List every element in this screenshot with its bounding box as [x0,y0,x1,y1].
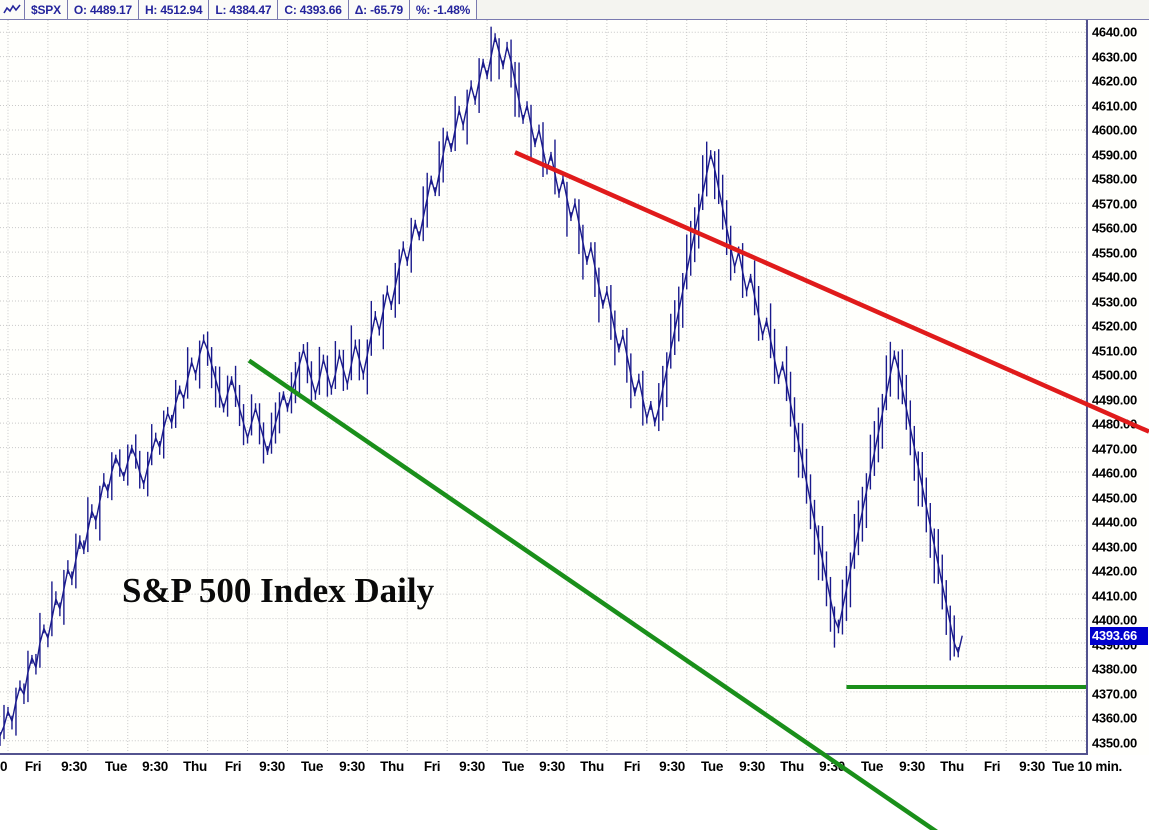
price-axis-label: 4620.00 [1092,73,1137,89]
time-axis-label: Tue [700,759,724,774]
chart-title-text: S&P 500 Index Daily [122,571,435,611]
price-axis-label: 4570.00 [1092,196,1137,212]
chart-line-icon [0,0,25,20]
time-axis-label: Tue [501,759,525,774]
price-axis-label: 4420.00 [1092,563,1137,579]
time-axis[interactable]: 0 Fri 9:30 Tue 9:30 Thu Fri 9:30 Tue 9:30 Thu Fri 9:… [0,757,1149,783]
time-axis-label: 9:30 [899,759,925,774]
open-value: O: 4489.17 [67,0,139,20]
price-axis-label: 4640.00 [1092,24,1137,40]
time-axis-label: 9:30 [142,759,168,774]
price-chart-plot[interactable]: S&P 500 Index Daily [0,20,1088,755]
price-axis-label: 4540.00 [1092,269,1137,285]
time-axis-label: 9:30 [259,759,285,774]
time-axis-label: Fri [224,759,242,774]
time-axis-label: 9:30 [539,759,565,774]
percent-change-value: %: -1.48% [409,0,478,20]
price-axis-label: 4440.00 [1092,514,1137,530]
time-axis-label: Fri [24,759,42,774]
price-axis-label: 4470.00 [1092,441,1137,457]
price-axis-label: 4490.00 [1092,392,1137,408]
time-axis-label: Tue [300,759,324,774]
price-axis-label: 4600.00 [1092,122,1137,138]
price-axis-label: 4360.00 [1092,710,1137,726]
price-axis-label: 4580.00 [1092,171,1137,187]
price-axis-label: 4610.00 [1092,98,1137,114]
time-axis-label: 9:30 [819,759,845,774]
price-axis-label: 4450.00 [1092,490,1137,506]
time-axis-label: Thu [780,759,804,774]
change-value: Δ: -65.79 [348,0,410,20]
time-axis-label: Thu [380,759,404,774]
price-axis-label: 4550.00 [1092,245,1137,261]
time-axis-label: Thu [580,759,604,774]
price-axis-label: 4410.00 [1092,588,1137,604]
close-value: C: 4393.66 [278,0,349,20]
price-axis[interactable]: 4640.00 4630.00 4620.00 4610.00 4600.00 4590.… [1090,20,1149,755]
quote-header-bar: $SPX O: 4489.17 H: 4512.94 L: 4384.47 C:… [0,0,1149,20]
time-axis-label: 9:30 [1019,759,1045,774]
price-axis-label: 4510.00 [1092,343,1137,359]
time-axis-label: Tue 10 min. [1052,759,1122,774]
time-axis-label: Tue [860,759,884,774]
price-axis-label: 4480.00 [1092,416,1137,432]
high-value: H: 4512.94 [138,0,210,20]
time-axis-label: Fri [983,759,1001,774]
quote-bar-filler [477,0,1149,20]
time-axis-label: Thu [940,759,964,774]
time-axis-label: Fri [423,759,441,774]
price-axis-label: 4630.00 [1092,49,1137,65]
price-axis-label: 4460.00 [1092,465,1137,481]
time-axis-label: Thu [183,759,207,774]
price-axis-label: 4560.00 [1092,220,1137,236]
price-axis-label: 4530.00 [1092,294,1137,310]
trendline-annotations[interactable] [0,20,1086,753]
time-axis-label: 9:30 [739,759,765,774]
price-axis-label: 4380.00 [1092,661,1137,677]
time-axis-label: 9:30 [339,759,365,774]
time-axis-label: 9:30 [659,759,685,774]
price-axis-label: 4430.00 [1092,539,1137,555]
price-axis-label: 4500.00 [1092,367,1137,383]
price-axis-label: 4400.00 [1092,612,1137,628]
price-axis-label: 4370.00 [1092,686,1137,702]
low-value: L: 4384.47 [209,0,279,20]
symbol-label: $SPX [25,0,68,20]
price-axis-label: 4350.00 [1092,735,1137,751]
time-axis-label: 9:30 [61,759,87,774]
last-price-marker: 4393.66 [1090,626,1148,645]
time-axis-label: Fri [623,759,641,774]
price-axis-label: 4590.00 [1092,147,1137,163]
price-axis-label: 4520.00 [1092,318,1137,334]
time-axis-label: Tue [104,759,128,774]
time-axis-label: 9:30 [459,759,485,774]
time-axis-label: 0 [0,759,8,774]
